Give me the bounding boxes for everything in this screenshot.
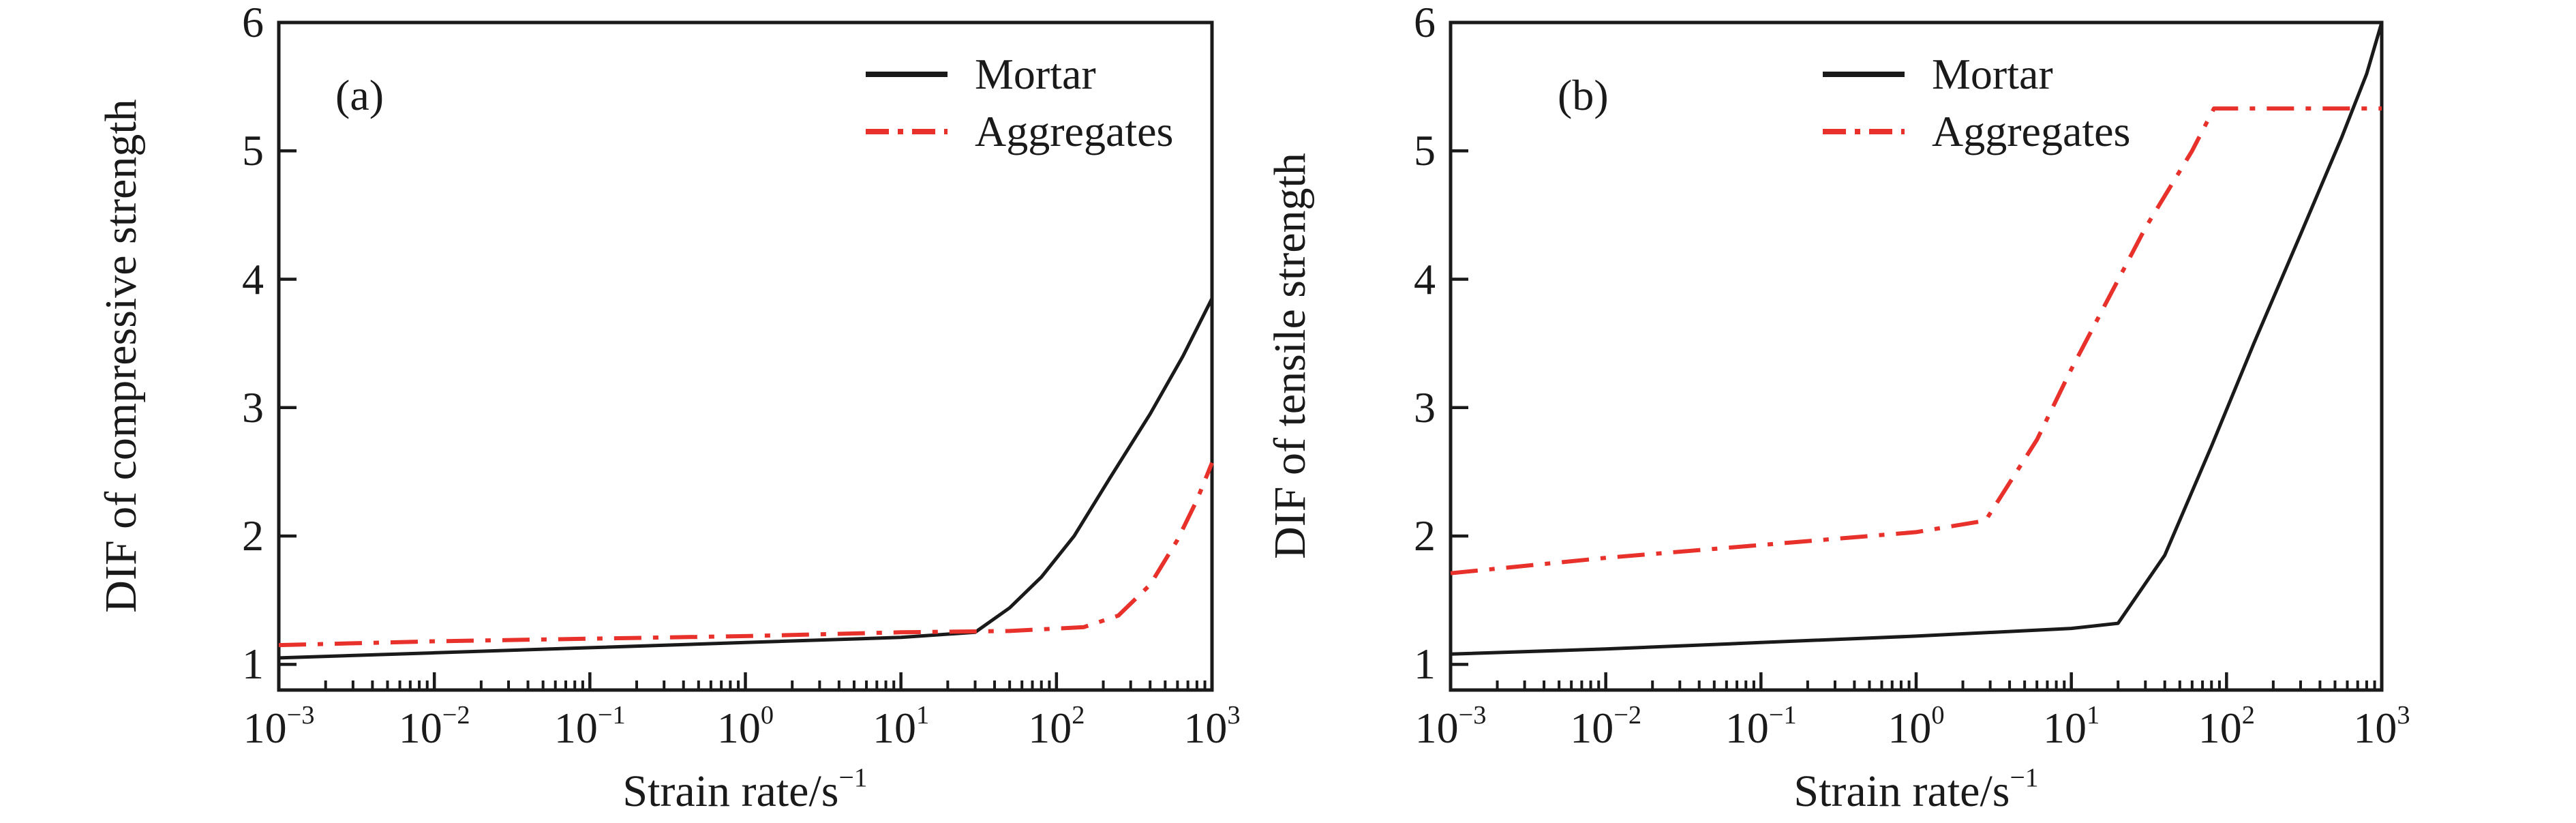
y-tick-label: 6 [1414,0,1436,46]
x-tick-exponent: −1 [1768,700,1797,730]
legend-item-mortar: Mortar [1821,52,2130,97]
curve-aggregates [278,462,1214,648]
x-tick-exponent: 1 [916,700,930,730]
legend-item-mortar: Mortar [864,52,1173,97]
x-tick-label: 102 [975,702,1138,752]
mortar-line-sample-icon [866,72,948,77]
curve-mortar [1450,22,2384,656]
panel-b-label: (b) [1558,71,1609,119]
x-tick-base: 10 [1570,704,1614,752]
x-tick-base: 10 [554,704,598,752]
y-axis-title-b: DIF of tensile strength [1265,153,1315,559]
y-tick-label: 5 [1414,126,1436,175]
x-tick-exponent: −2 [1613,700,1642,730]
y-tick-label: 1 [1414,640,1436,689]
x-tick-exponent: 3 [2397,700,2410,730]
y-tick-label: 2 [242,511,264,560]
x-tick-base: 10 [716,704,761,752]
legend-label-mortar: Mortar [975,50,1096,98]
y-tick-label: 4 [242,254,264,303]
x-tick-label: 10−2 [1524,702,1688,752]
x-tick-base: 10 [1414,704,1459,752]
aggregates-line-sample-icon [866,129,948,134]
panel-a-label: (a) [335,71,384,119]
x-axis-title-a-base: Strain rate/s [622,766,839,816]
x-tick-label: 101 [1990,702,2153,752]
x-tick-exponent: −3 [1458,700,1487,730]
legend-panel-a: Mortar Aggregates [864,52,1173,154]
x-tick-exponent: 0 [760,700,774,730]
x-tick-base: 10 [398,704,442,752]
x-tick-label: 100 [664,702,828,752]
y-axis-title-a: DIF of compressive strength [96,99,146,613]
x-tick-base: 10 [873,704,917,752]
x-tick-label: 10−2 [352,702,516,752]
x-axis-title-b: Strain rate/s−1 [1609,763,2223,816]
legend-item-aggregates: Aggregates [864,109,1173,154]
x-tick-exponent: 2 [2241,700,2255,730]
x-tick-label: 101 [819,702,983,752]
x-tick-exponent: 1 [2087,700,2100,730]
x-axis-title-a: Strain rate/s−1 [438,763,1052,816]
aggregates-line-sample-icon [1823,129,1905,134]
curve-aggregates [1450,106,2382,575]
x-tick-exponent: −2 [442,700,470,730]
x-tick-label: 10−1 [1679,702,1843,752]
legend-label-aggregates: Aggregates [1932,107,2131,155]
y-tick-label: 2 [1414,511,1436,560]
legend-item-aggregates: Aggregates [1821,109,2130,154]
x-tick-base: 10 [1028,704,1072,752]
x-tick-base: 10 [2198,704,2242,752]
x-tick-label: 10−3 [1369,702,1532,752]
x-tick-base: 10 [1183,704,1228,752]
x-axis-title-b-base: Strain rate/s [1793,766,2010,816]
y-tick-label: 6 [242,0,264,46]
x-tick-label: 10−1 [508,702,671,752]
y-tick-label: 5 [242,126,264,175]
y-tick-label: 3 [1414,383,1436,432]
x-tick-exponent: 0 [1931,700,1945,730]
y-tick-label: 1 [242,640,264,689]
x-tick-exponent: 2 [1072,700,1085,730]
x-tick-base: 10 [243,704,287,752]
mortar-line-sample-icon [1823,72,1905,77]
x-tick-base: 10 [2353,704,2397,752]
x-tick-base: 10 [2043,704,2087,752]
y-tick-label: 4 [1414,254,1436,303]
x-axis-title-b-sup: −1 [2010,762,2039,793]
x-tick-exponent: 3 [1227,700,1241,730]
x-tick-label: 102 [2145,702,2308,752]
x-tick-label: 100 [1834,702,1998,752]
x-tick-base: 10 [1725,704,1769,752]
x-tick-label: 10−3 [197,702,361,752]
legend-label-mortar: Mortar [1932,50,2053,98]
x-tick-exponent: −3 [286,700,315,730]
y-tick-label: 3 [242,383,264,432]
x-axis-title-a-sup: −1 [838,762,868,793]
x-tick-exponent: −1 [597,700,626,730]
x-tick-label: 103 [1130,702,1294,752]
x-tick-base: 10 [1888,704,1932,752]
curve-mortar [278,297,1214,660]
legend-label-aggregates: Aggregates [975,107,1174,155]
x-tick-label: 103 [2300,702,2464,752]
legend-panel-b: Mortar Aggregates [1821,52,2130,154]
